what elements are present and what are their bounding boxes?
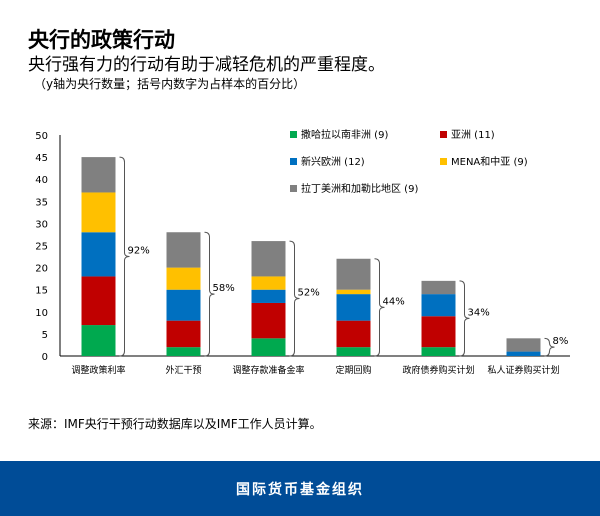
bar-segment	[421, 316, 456, 348]
percent-annotation: 44%	[383, 296, 405, 307]
bar-segment	[81, 157, 116, 193]
footer-banner: 国际货币基金组织	[0, 461, 600, 516]
bar-segment	[251, 289, 286, 303]
x-tick-label: 调整政策利率	[71, 364, 125, 376]
bar-segment	[336, 320, 371, 348]
percent-annotation: 92%	[128, 246, 150, 257]
bar-segment	[166, 347, 201, 356]
legend-label: MENA和中亚 (9)	[451, 155, 528, 168]
legend-swatch	[290, 185, 297, 192]
page-title: 央行的政策行动	[28, 28, 175, 52]
y-tick-label: 15	[35, 286, 48, 297]
bar-segment	[251, 302, 286, 339]
legend-swatch	[290, 158, 297, 165]
bar-segment	[166, 267, 201, 290]
bracket	[289, 240, 300, 357]
bracket	[204, 231, 215, 357]
bar-segment	[251, 276, 286, 290]
y-tick-label: 5	[42, 330, 48, 341]
bar-segment	[81, 232, 116, 277]
bar-segment	[336, 294, 371, 321]
bar-segment	[421, 347, 456, 356]
bar-segment	[81, 276, 116, 326]
stacked-bar-chart: 0 5 10 15 20 25 30 35 40 45 50 调整政策利率 92% 外汇干预 58% 调整存款…	[35, 128, 570, 376]
bracket	[119, 156, 130, 357]
y-tick-label: 20	[35, 264, 48, 275]
bracket	[459, 280, 470, 357]
x-tick-label: 政府债券购买计划	[402, 364, 474, 376]
y-tick-label: 35	[35, 197, 48, 208]
bar-segment	[166, 232, 201, 268]
bar-segment	[81, 192, 116, 233]
y-tick-label: 40	[35, 175, 48, 186]
legend-label: 拉丁美洲和加勒比地区 (9)	[301, 182, 418, 195]
page-subtitle: 央行强有力的行动有助于减轻危机的严重程度。	[28, 55, 385, 75]
bar-segment	[506, 351, 541, 356]
axis-note: （y轴为央行数量；括号内数字为占样本的百分比）	[34, 77, 306, 91]
y-tick-label: 25	[35, 242, 48, 253]
y-tick-label: 10	[35, 308, 48, 319]
y-tick-label: 50	[35, 131, 48, 142]
legend-swatch	[290, 131, 297, 138]
percent-annotation: 8%	[553, 336, 569, 347]
y-tick-label: 45	[35, 153, 48, 164]
bar-segment	[166, 320, 201, 348]
legend-label: 新兴欧洲 (12)	[301, 155, 365, 168]
legend-swatch	[440, 158, 447, 165]
percent-annotation: 58%	[213, 283, 235, 294]
bar-segment	[336, 347, 371, 356]
x-tick-label: 外汇干预	[165, 364, 201, 376]
bracket	[374, 258, 385, 357]
x-tick-label: 调整存款准备金率	[232, 364, 304, 376]
bar-segment	[421, 280, 456, 295]
y-tick-label: 0	[42, 352, 48, 363]
legend-label: 亚洲 (11)	[451, 129, 495, 141]
y-tick-label: 30	[35, 219, 48, 230]
source-note: 来源：IMF央行干预行动数据库以及IMF工作人员计算。	[28, 417, 322, 431]
bar-segment	[336, 258, 371, 290]
percent-annotation: 34%	[468, 307, 490, 318]
x-tick-label: 定期回购	[335, 364, 371, 376]
legend-label: 撒哈拉以南非洲 (9)	[301, 128, 388, 141]
bar-segment	[251, 338, 286, 356]
bracket	[544, 337, 555, 357]
org-name: 国际货币基金组织	[236, 481, 364, 498]
percent-annotation: 52%	[298, 288, 320, 299]
bar-segment	[81, 325, 116, 356]
bar-segment	[421, 294, 456, 317]
bar-segment	[166, 289, 201, 321]
x-tick-label: 私人证券购买计划	[487, 364, 559, 376]
bar-segment	[251, 241, 286, 277]
legend-swatch	[440, 131, 447, 138]
bar-segment	[506, 338, 541, 352]
bar-segment	[336, 289, 371, 295]
